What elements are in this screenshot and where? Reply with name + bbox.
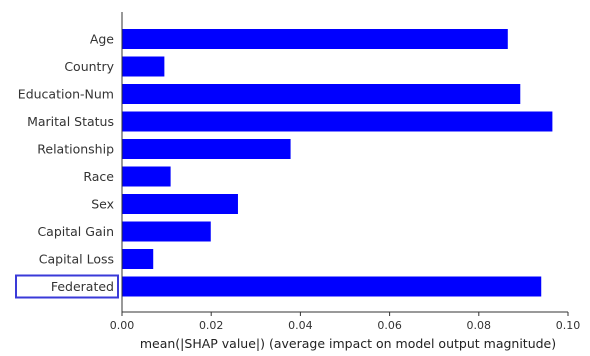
bar-federated bbox=[122, 276, 542, 297]
x-axis: 0.00 0.02 0.04 0.06 0.08 0.10 bbox=[110, 311, 581, 332]
bar-marital-status bbox=[122, 111, 553, 132]
category-label-age: Age bbox=[90, 32, 114, 47]
x-tick-label: 0.06 bbox=[377, 319, 402, 332]
x-tick-label: 0.00 bbox=[110, 319, 135, 332]
bar-relationship bbox=[122, 139, 291, 159]
bar-country bbox=[122, 56, 165, 77]
bar-capital-loss bbox=[122, 249, 154, 269]
x-tick-label: 0.02 bbox=[199, 319, 224, 332]
category-labels-group: Age Country Education-Num Marital Status Rel… bbox=[18, 32, 115, 295]
federated-highlight-box bbox=[15, 274, 119, 299]
category-label-marital-status: Marital Status bbox=[27, 114, 114, 129]
category-label-capital-gain: Capital Gain bbox=[37, 224, 114, 239]
bar-capital-gain bbox=[122, 221, 211, 242]
x-tick-label: 0.08 bbox=[467, 319, 492, 332]
bar-age bbox=[122, 29, 508, 49]
bar-education-num bbox=[122, 84, 521, 104]
bars-group bbox=[122, 29, 553, 297]
bar-race bbox=[122, 166, 171, 187]
category-label-race: Race bbox=[83, 169, 114, 184]
category-label-education-num: Education-Num bbox=[18, 87, 114, 102]
x-tick-label: 0.10 bbox=[556, 319, 581, 332]
category-label-federated: Federated bbox=[51, 279, 114, 294]
category-label-relationship: Relationship bbox=[37, 142, 114, 157]
category-label-sex: Sex bbox=[91, 197, 114, 212]
x-tick-label: 0.04 bbox=[288, 319, 313, 332]
bar-sex bbox=[122, 194, 238, 214]
x-axis-title: mean(|SHAP value|) (average impact on mo… bbox=[140, 336, 556, 351]
category-label-country: Country bbox=[64, 59, 114, 74]
category-label-capital-loss: Capital Loss bbox=[39, 252, 114, 267]
